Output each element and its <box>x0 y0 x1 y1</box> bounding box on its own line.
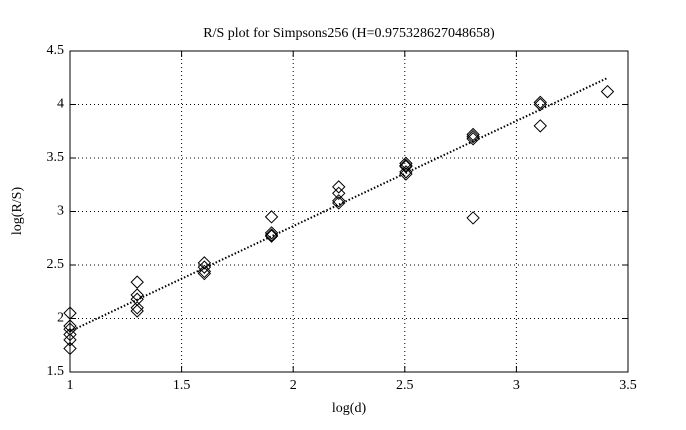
data-point <box>399 165 413 179</box>
y-tick-label: 1.5 <box>47 364 65 379</box>
data-point <box>264 229 279 243</box>
data-point <box>332 196 346 210</box>
data-point <box>63 322 77 336</box>
data-point <box>332 186 346 201</box>
y-tick-label: 3.5 <box>47 150 65 165</box>
data-point <box>63 319 77 333</box>
data-point <box>63 327 77 342</box>
y-tick-label: 4 <box>57 97 64 112</box>
data-point <box>264 210 279 224</box>
data-point <box>63 333 77 347</box>
y-axis-label: log(R/S) <box>10 187 25 236</box>
data-point <box>533 119 547 133</box>
data-point <box>399 167 413 181</box>
x-axis-label: log(d) <box>332 401 367 416</box>
data-point <box>264 226 279 240</box>
chart-title: R/S plot for Simpsons256 (H=0.9753286270… <box>203 26 495 41</box>
fit-line <box>69 76 609 333</box>
data-point <box>130 288 144 302</box>
y-tick-label: 2.5 <box>47 257 65 272</box>
data-point <box>399 159 413 174</box>
data-point <box>466 129 480 144</box>
data-point <box>466 211 480 225</box>
x-tick-label: 3.5 <box>619 378 637 393</box>
data-point <box>197 266 212 281</box>
y-tick-label: 4.5 <box>47 43 65 58</box>
y-tick-label: 2 <box>57 311 64 326</box>
data-point <box>130 304 144 318</box>
data-point <box>130 301 144 315</box>
x-tick-label: 2 <box>290 378 297 393</box>
data-point <box>466 132 480 146</box>
data-point <box>197 264 212 279</box>
data-point <box>533 95 547 110</box>
plot-frame <box>69 50 629 373</box>
data-point <box>63 341 77 356</box>
x-tick-label: 1 <box>67 378 74 393</box>
data-point <box>264 228 279 242</box>
data-point <box>600 84 615 99</box>
data-point <box>533 97 547 112</box>
x-tick-label: 1.5 <box>173 378 191 393</box>
data-point <box>197 260 212 274</box>
data-point <box>197 256 212 270</box>
x-tick-label: 2.5 <box>396 378 414 393</box>
data-point <box>63 306 77 320</box>
data-point <box>399 156 413 171</box>
data-point <box>332 180 346 194</box>
data-point <box>130 275 144 289</box>
y-tick-label: 3 <box>57 204 64 219</box>
x-tick-label: 3 <box>513 378 520 393</box>
data-point <box>332 194 346 208</box>
data-point <box>466 127 480 142</box>
data-point <box>399 158 413 173</box>
